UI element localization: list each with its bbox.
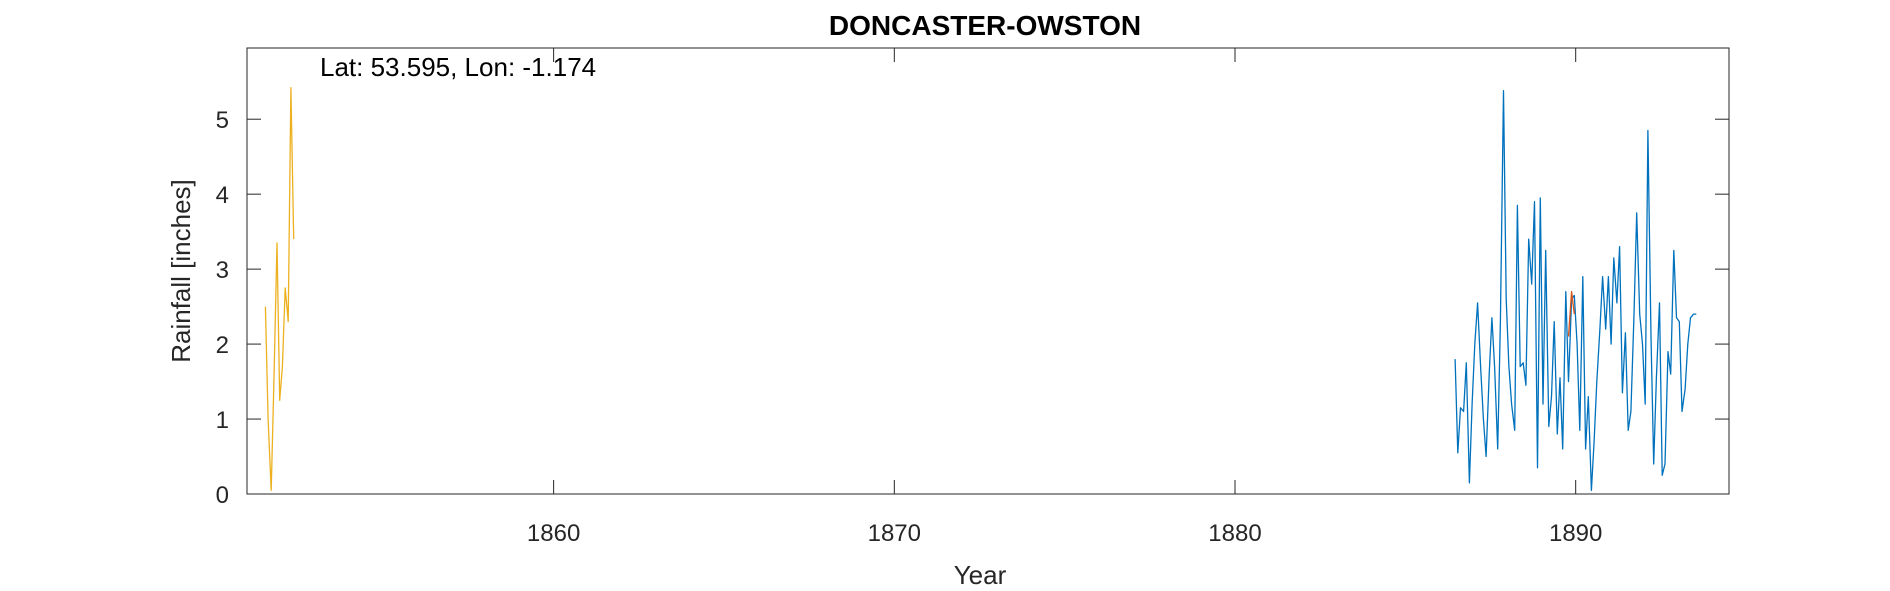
plot-frame [246,47,1730,495]
location-annotation: Lat: 53.595, Lon: -1.174 [320,52,596,82]
chart-title: DONCASTER-OWSTON [829,10,1141,41]
series-line-2 [1454,90,1697,491]
plot-area: 1860 1870 1880 1890 0 1 2 3 4 5 [216,47,1730,547]
x-tick-label: 1880 [1208,520,1261,547]
y-axis-label: Rainfall [inches] [166,179,196,363]
y-tick-label: 5 [216,107,229,134]
x-tick-label: 1860 [527,520,580,547]
x-tick-label: 1870 [868,520,921,547]
y-tick-label: 2 [216,332,229,359]
x-axis-label: Year [954,560,1007,590]
x-tick-label: 1890 [1549,520,1602,547]
ticks-layer: 1860 1870 1880 1890 0 1 2 3 4 5 [216,48,1729,547]
y-tick-label: 3 [216,257,229,284]
y-tick-label: 1 [216,407,229,434]
y-tick-label: 0 [216,482,229,509]
series-layer [265,88,1697,491]
y-tick-label: 4 [216,182,229,209]
series-line-3 [1567,290,1575,337]
